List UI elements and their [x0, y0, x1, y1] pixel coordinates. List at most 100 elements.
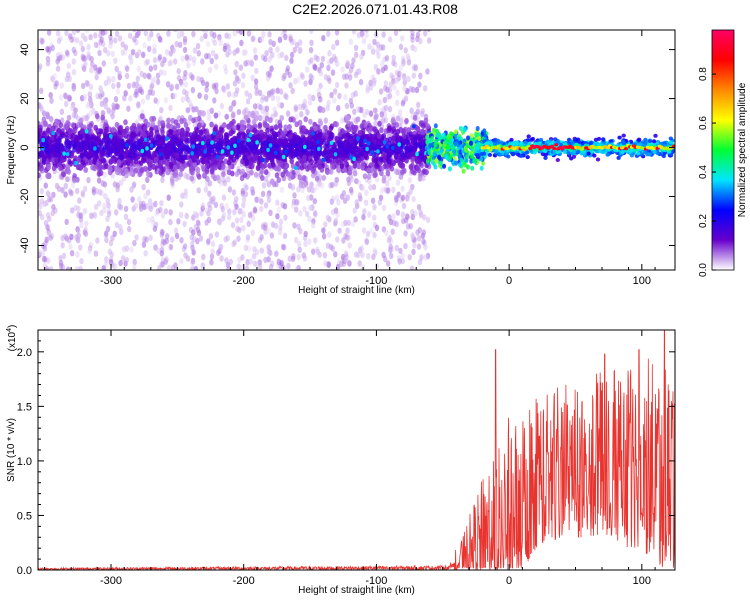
spectrogram-cell [388, 243, 393, 250]
spectrogram-cell [225, 235, 230, 242]
spectrogram-cell [274, 172, 280, 179]
spectrogram-cell [219, 202, 224, 210]
spectrogram-cell [231, 112, 236, 119]
spectrogram-cell [413, 46, 418, 53]
spectrogram-cell [77, 197, 82, 204]
spectrogram-cell [157, 35, 163, 43]
spectrogram-cell [387, 105, 393, 113]
spectrogram-cell [142, 72, 148, 79]
spectrogram-cell [103, 99, 108, 106]
spectrogram-cell [111, 126, 116, 133]
spectrogram-cell [133, 140, 138, 147]
spectrogram-cell [352, 207, 357, 214]
spectrogram-cell [441, 132, 446, 138]
spectrogram-cell [278, 218, 284, 225]
spectrogram-cell [163, 97, 168, 104]
spectrogram-cell [124, 256, 130, 264]
spectrogram-cell [203, 93, 209, 101]
spectrogram-cell [206, 138, 211, 145]
spectrogram-cell [108, 42, 113, 49]
spectrogram-cell [412, 242, 417, 249]
spectrogram-cell [160, 60, 165, 68]
spectrogram-cell [102, 207, 107, 214]
spectrogram-cell [373, 120, 378, 128]
spectrogram-cell [261, 157, 265, 163]
spectrogram-cell [260, 190, 266, 198]
spectrogram-cell [373, 107, 378, 114]
spectrogram-cell [168, 209, 173, 216]
spectrogram-cell [131, 81, 136, 89]
spectrogram-cell [391, 54, 396, 61]
spectrogram-cell [333, 207, 339, 214]
spectrogram-cell [101, 60, 107, 67]
spectrogram-cell [51, 203, 56, 211]
spectrogram-cell [340, 66, 345, 73]
spectrogram-cell [146, 72, 151, 80]
spectrogram-cell [424, 169, 429, 176]
spectrogram-cell [421, 229, 427, 236]
spectrogram-cell [200, 58, 205, 65]
spectrogram-cell [417, 175, 423, 182]
spectrogram-cell [367, 43, 372, 50]
spectrogram-cell [291, 253, 296, 260]
spectrogram-cell [379, 111, 384, 118]
spectrogram-cell [237, 226, 242, 234]
spectrogram-cell [259, 133, 265, 140]
spectrogram-cell [299, 138, 304, 145]
spectrogram-cell [261, 223, 266, 231]
spectrogram-cell [103, 193, 108, 200]
spectrogram-cell [419, 254, 424, 261]
spectrogram-cell [298, 227, 303, 235]
spectrogram-cell [150, 82, 155, 89]
spectrogram-cell [394, 77, 399, 84]
spectrogram-cell [58, 94, 64, 101]
spectrogram-cell [318, 82, 323, 90]
spectrogram-cell [369, 227, 374, 234]
spectrogram-cell [387, 125, 392, 132]
spectrogram-cell [370, 44, 375, 52]
spectrogram-cell [113, 165, 119, 172]
spectrogram-cell [82, 65, 87, 73]
spectrogram-cell [410, 157, 416, 164]
spectrogram-cell [108, 23, 112, 29]
spectrogram-cell [174, 232, 180, 240]
spectrogram-cell [168, 161, 174, 168]
spectrogram-cell [78, 163, 84, 170]
spectrogram-cell [323, 74, 329, 81]
spectrogram-cell [387, 92, 393, 100]
spectrogram-cell [183, 188, 188, 195]
spectrogram-cell [391, 135, 396, 142]
spectrogram-cell [383, 104, 389, 112]
spectrogram-cell [165, 168, 170, 175]
spectrogram-cell [287, 30, 290, 31]
spectrogram-cell [191, 56, 197, 63]
spectrogram-cell [79, 40, 84, 47]
spectrogram-cell [345, 148, 350, 155]
spectrogram-cell [362, 208, 367, 215]
spectrogram-cell [302, 181, 307, 189]
spectrogram-cell [340, 117, 345, 124]
spectrogram-cell [200, 202, 206, 209]
spectrogram-cell [403, 230, 408, 237]
spectrogram-cell [346, 126, 352, 133]
spectrogram-cell [350, 176, 355, 183]
spectrogram-cell [372, 172, 378, 179]
spectrogram-cell [183, 252, 188, 259]
spectrogram-cell [248, 30, 252, 32]
spectrogram-cell [155, 208, 160, 215]
spectrogram-cell [209, 57, 214, 65]
spectrogram-cell [296, 265, 301, 270]
spectrogram-cell [364, 189, 369, 196]
spectrogram-cell [263, 256, 268, 264]
spectrogram-cell [239, 207, 244, 215]
spectrogram-cell [199, 35, 204, 42]
spectrogram-cell [209, 107, 214, 115]
spectrogram-cell [165, 81, 171, 88]
spectrogram-cell [99, 36, 104, 44]
spectrogram-cell [206, 150, 212, 157]
spectrogram-cell [266, 256, 271, 263]
spectrogram-cell [196, 50, 201, 57]
spectrogram-cell [118, 259, 123, 267]
spectrogram-cell [263, 224, 268, 231]
spectrogram-cell [176, 30, 181, 34]
